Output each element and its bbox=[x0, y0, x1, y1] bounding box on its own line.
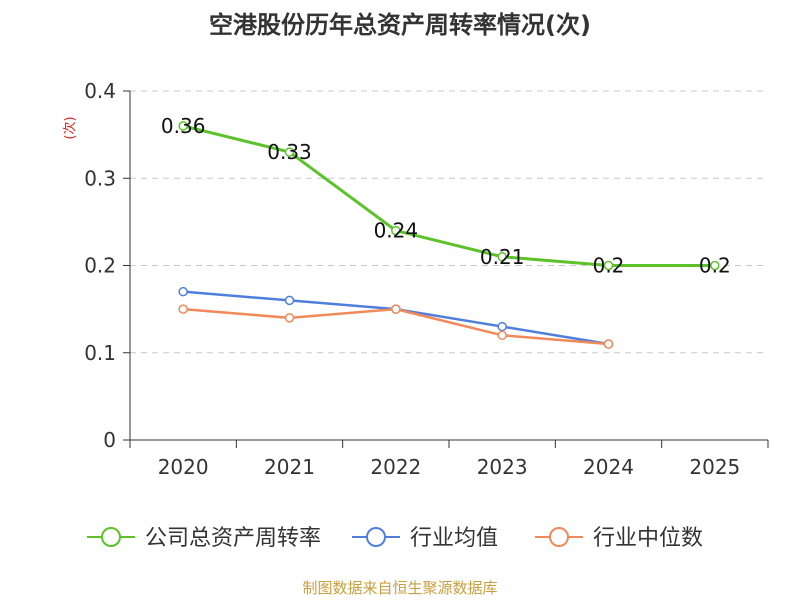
data-label: 0.24 bbox=[374, 219, 419, 243]
series-line-2 bbox=[183, 290, 609, 346]
x-tick-label: 2020 bbox=[158, 455, 209, 479]
chart-title: 空港股份历年总资产周转率情况(次) bbox=[209, 11, 591, 39]
data-point bbox=[391, 304, 401, 314]
data-point bbox=[178, 286, 188, 297]
data-point bbox=[710, 260, 720, 271]
data-point bbox=[178, 121, 188, 131]
data-point bbox=[284, 313, 295, 323]
x-tick-label: 2023 bbox=[477, 455, 528, 479]
x-tick-label: 2022 bbox=[370, 455, 421, 479]
data-point bbox=[284, 295, 295, 306]
data-point bbox=[497, 252, 507, 262]
data-label: 0.2 bbox=[593, 254, 625, 278]
legend-label: 行业中位数 bbox=[593, 526, 703, 551]
series-line-1 bbox=[182, 124, 715, 267]
legend-marker bbox=[366, 527, 386, 547]
legend-label: 公司总资产周转率 bbox=[145, 526, 321, 551]
data-point bbox=[497, 321, 507, 332]
data-label: 0.33 bbox=[267, 140, 312, 164]
x-tick-label: 2021 bbox=[264, 455, 315, 479]
legend-label: 行业均值 bbox=[410, 526, 498, 551]
y-tick-label: 0 bbox=[103, 428, 116, 452]
y-axis-label: (次) bbox=[62, 116, 78, 139]
data-label: 0.21 bbox=[480, 245, 525, 269]
legend-marker bbox=[549, 527, 569, 547]
y-tick-label: 0.2 bbox=[84, 254, 116, 278]
legend-marker bbox=[101, 527, 121, 547]
series-line-3 bbox=[183, 307, 609, 346]
data-point bbox=[497, 330, 507, 341]
data-label: 0.2 bbox=[699, 254, 731, 278]
data-point bbox=[603, 260, 614, 271]
x-tick-label: 2024 bbox=[583, 455, 634, 479]
y-tick-label: 0.1 bbox=[84, 341, 116, 365]
x-tick-label: 2025 bbox=[689, 455, 740, 479]
source-note: 制图数据来自恒生聚源数据库 bbox=[302, 579, 498, 597]
data-point bbox=[178, 304, 188, 314]
data-point bbox=[603, 339, 614, 349]
data-point bbox=[391, 225, 401, 236]
data-label: 0.36 bbox=[161, 114, 206, 138]
data-point bbox=[284, 147, 295, 157]
y-tick-label: 0.4 bbox=[84, 79, 116, 103]
y-tick-label: 0.3 bbox=[84, 166, 116, 190]
